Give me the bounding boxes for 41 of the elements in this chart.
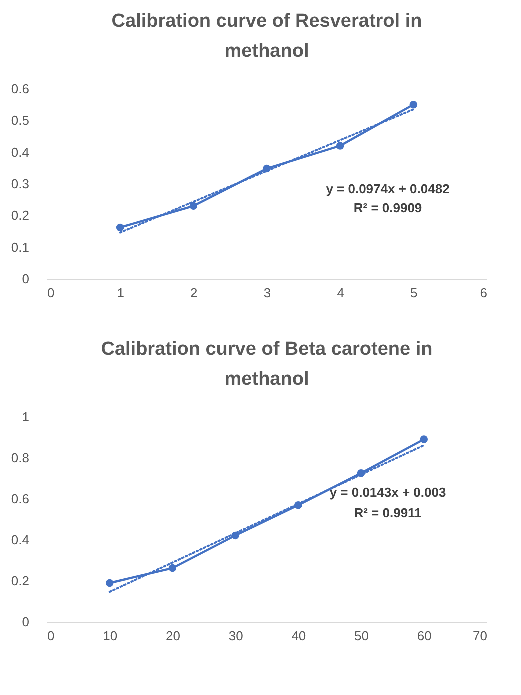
y-tick-label: 0.6 <box>11 82 30 96</box>
y-tick-label: 0 <box>22 614 30 630</box>
point <box>410 100 418 109</box>
y-tick-label: 0.4 <box>11 144 30 160</box>
annotation: R² = 0.9909 <box>354 200 422 216</box>
x-tick-label: 60 <box>417 628 432 644</box>
y-tick-label: 0.3 <box>11 176 30 192</box>
x-tick-label: 2 <box>190 286 198 300</box>
y-tick-label: 0.6 <box>11 492 30 506</box>
x-tick-label: 40 <box>292 628 306 644</box>
point <box>116 224 124 232</box>
point <box>190 202 198 210</box>
point <box>420 436 428 444</box>
x-tick-label: 10 <box>103 628 118 644</box>
x-tick-label: 20 <box>166 628 180 644</box>
annotation: y = 0.0143x + 0.003 <box>330 484 446 500</box>
y-tick-label: 0 <box>22 272 30 286</box>
chart-title: Calibration curve of Beta carotene in methanol <box>101 339 433 390</box>
x-tick-label: 3 <box>264 286 272 300</box>
x-tick-label: 0 <box>48 286 55 300</box>
point <box>168 564 177 572</box>
y-tick-label: 0.5 <box>11 113 30 128</box>
y-tick-label: 0.4 <box>11 532 30 548</box>
x-tick-label: 50 <box>354 628 370 644</box>
x-tick-label: 5 <box>410 286 418 300</box>
point <box>106 579 114 588</box>
y-tick-label: 0.2 <box>11 574 30 588</box>
y-tick-label: 1 <box>22 410 30 424</box>
y-tick-label: 0.8 <box>11 450 30 466</box>
y-tick-label: 0.2 <box>11 208 30 224</box>
x-tick-label: 6 <box>480 286 488 300</box>
annotation: y = 0.0974x + 0.0482 <box>326 182 450 197</box>
x-tick-label: 70 <box>473 628 488 644</box>
x-tick-label: 4 <box>337 286 344 300</box>
point <box>336 142 344 150</box>
annotation: R² = 0.9911 <box>354 505 422 520</box>
x-tick-label: 0 <box>48 628 55 644</box>
y-tick-label: 0.1 <box>11 240 30 255</box>
x-tick-label: 1 <box>117 286 124 300</box>
x-tick-label: 30 <box>228 628 244 644</box>
chart-title: Calibration curve of Resveratrol in methanol <box>112 11 422 62</box>
